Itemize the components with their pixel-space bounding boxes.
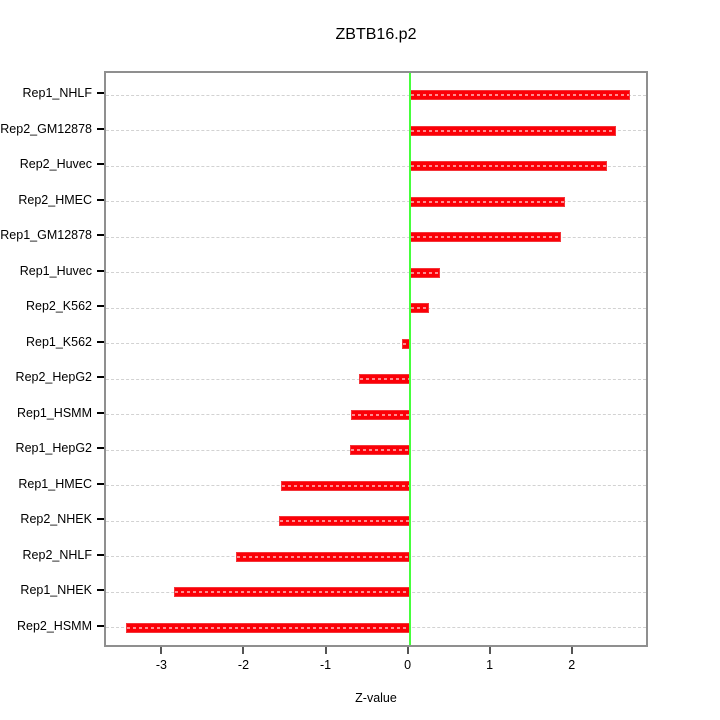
y-category-label: Rep2_HSMM	[16, 618, 92, 633]
gridline	[106, 307, 646, 309]
x-tick-label: -1	[319, 658, 332, 672]
y-category-label: Rep1_K562	[25, 334, 92, 349]
chart-title: ZBTB16.p2	[335, 26, 417, 43]
gridline	[106, 236, 646, 238]
x-axis-title: Z-value	[355, 691, 397, 705]
y-tick	[97, 234, 104, 236]
gridline	[106, 201, 646, 202]
bar-Rep1_HSMM	[351, 409, 410, 420]
bar-Rep2_HSMM	[125, 622, 410, 633]
bar-Rep1_HMEC	[280, 480, 410, 491]
x-tick	[570, 647, 573, 654]
y-tick	[97, 127, 104, 130]
y-category-label: Rep2_NHEK	[20, 512, 92, 526]
y-category-label: Rep2_NHLF	[22, 547, 92, 562]
y-tick	[97, 269, 104, 272]
y-category-label: Rep1_HMEC	[18, 476, 92, 491]
x-tick-label: -3	[155, 658, 167, 672]
x-tick-label: -2	[237, 658, 250, 672]
y-category-label: Rep1_Huvec	[19, 263, 92, 278]
y-tick	[97, 624, 104, 627]
x-tick	[488, 647, 491, 654]
x-tick-label: 0	[404, 658, 412, 672]
y-tick	[97, 376, 104, 378]
y-tick	[97, 198, 104, 201]
y-category-label: Rep1_NHLF	[22, 86, 92, 100]
zero-line	[408, 73, 411, 645]
y-category-label: Rep2_GM12878	[0, 121, 92, 136]
gridline	[106, 343, 646, 344]
bar-Rep2_NHEK	[279, 516, 410, 526]
y-tick	[97, 411, 104, 414]
y-tick	[97, 163, 104, 165]
gridline	[106, 165, 646, 167]
y-category-label: Rep1_NHEK	[20, 583, 92, 597]
y-category-label: Rep2_HepG2	[15, 370, 92, 384]
y-tick	[97, 589, 104, 591]
y-category-label: Rep1_HSMM	[16, 405, 92, 420]
x-tick-label: 1	[486, 658, 494, 672]
gridline	[106, 94, 646, 96]
y-tick	[97, 305, 104, 307]
bar-Rep2_Huvec	[409, 161, 608, 171]
y-tick	[97, 553, 104, 556]
y-tick	[97, 340, 104, 343]
bar-Rep2_K562	[409, 303, 430, 313]
y-tick	[97, 447, 104, 449]
y-tick	[97, 92, 104, 94]
x-tick-label: 2	[568, 658, 576, 672]
y-tick	[97, 482, 104, 485]
bar-Rep2_GM12878	[409, 125, 617, 136]
y-category-label: Rep2_K562	[25, 299, 92, 313]
x-tick	[406, 647, 409, 654]
bar-Rep1_Huvec	[409, 267, 440, 278]
plot-area	[104, 71, 648, 647]
x-tick	[160, 647, 163, 654]
bar-Rep2_NHLF	[235, 551, 410, 562]
y-category-label: Rep2_HMEC	[18, 192, 92, 207]
y-tick	[97, 518, 104, 520]
x-tick	[242, 647, 245, 654]
y-category-label: Rep1_GM12878	[0, 228, 92, 242]
y-category-label: Rep2_Huvec	[19, 157, 92, 171]
y-category-label: Rep1_HepG2	[15, 441, 92, 455]
bar-Rep2_HepG2	[358, 374, 410, 384]
bar-Rep1_NHLF	[409, 90, 631, 100]
x-tick	[324, 647, 327, 654]
bar-Rep1_NHEK	[174, 587, 410, 597]
gridline	[106, 130, 646, 131]
bar-Rep1_HepG2	[349, 445, 410, 455]
gridline	[106, 272, 646, 273]
bar-Rep1_GM12878	[409, 232, 562, 242]
bar-Rep2_HMEC	[409, 196, 566, 207]
